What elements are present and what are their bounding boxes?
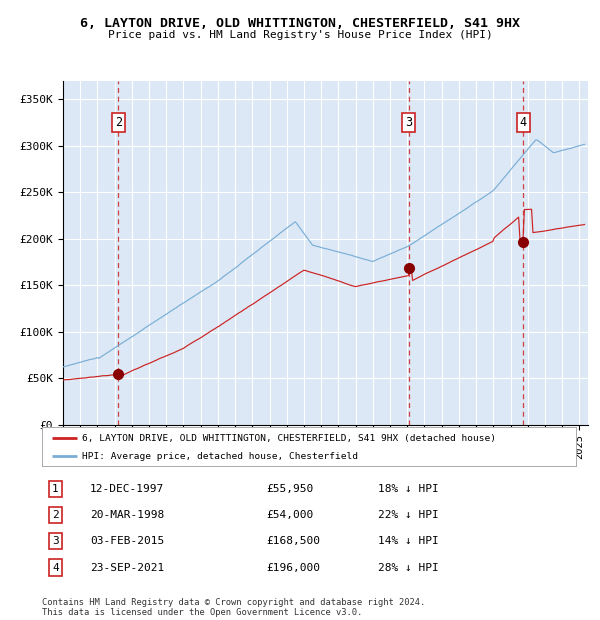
Text: £168,500: £168,500	[266, 536, 320, 546]
Text: 2: 2	[115, 116, 122, 129]
Text: 3: 3	[52, 536, 59, 546]
Text: 28% ↓ HPI: 28% ↓ HPI	[379, 562, 439, 572]
Text: 4: 4	[520, 116, 527, 129]
Text: Contains HM Land Registry data © Crown copyright and database right 2024.: Contains HM Land Registry data © Crown c…	[42, 598, 425, 607]
Text: 6, LAYTON DRIVE, OLD WHITTINGTON, CHESTERFIELD, S41 9HX (detached house): 6, LAYTON DRIVE, OLD WHITTINGTON, CHESTE…	[82, 433, 496, 443]
Text: 2: 2	[52, 510, 59, 520]
Text: This data is licensed under the Open Government Licence v3.0.: This data is licensed under the Open Gov…	[42, 608, 362, 617]
Text: 22% ↓ HPI: 22% ↓ HPI	[379, 510, 439, 520]
Text: 4: 4	[52, 562, 59, 572]
Text: 23-SEP-2021: 23-SEP-2021	[90, 562, 164, 572]
Text: 18% ↓ HPI: 18% ↓ HPI	[379, 484, 439, 494]
Text: 3: 3	[405, 116, 412, 129]
Text: £54,000: £54,000	[266, 510, 314, 520]
Text: £196,000: £196,000	[266, 562, 320, 572]
Text: 1: 1	[52, 484, 59, 494]
Text: 6, LAYTON DRIVE, OLD WHITTINGTON, CHESTERFIELD, S41 9HX: 6, LAYTON DRIVE, OLD WHITTINGTON, CHESTE…	[80, 17, 520, 30]
Text: Price paid vs. HM Land Registry's House Price Index (HPI): Price paid vs. HM Land Registry's House …	[107, 30, 493, 40]
Text: 12-DEC-1997: 12-DEC-1997	[90, 484, 164, 494]
Text: £55,950: £55,950	[266, 484, 314, 494]
Text: 20-MAR-1998: 20-MAR-1998	[90, 510, 164, 520]
Text: 14% ↓ HPI: 14% ↓ HPI	[379, 536, 439, 546]
Text: HPI: Average price, detached house, Chesterfield: HPI: Average price, detached house, Ches…	[82, 451, 358, 461]
Text: 03-FEB-2015: 03-FEB-2015	[90, 536, 164, 546]
